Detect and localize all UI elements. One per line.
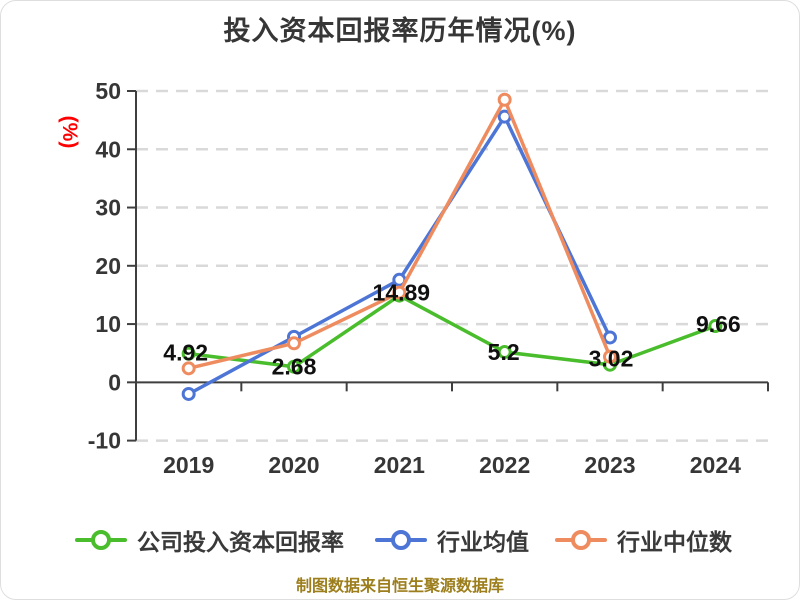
legend-marker-company-roic-icon — [75, 527, 127, 553]
legend-marker-industry-mean-icon — [375, 527, 427, 553]
series-point-company-roic-2019 — [181, 346, 196, 361]
legend-marker-industry-median-icon — [555, 527, 607, 553]
series-point-industry-median-2019 — [181, 361, 196, 376]
legend-item-industry-median[interactable]: 行业中位数 — [555, 525, 732, 555]
data-label-company-roic-2020: 2.68 — [272, 354, 317, 380]
chart-title: 投入资本回报率历年情况(%) — [223, 16, 577, 46]
series-line-industry-median — [186, 97, 612, 371]
x-tick-label-2024: 2024 — [690, 452, 741, 478]
y-tick-label-10: 10 — [95, 311, 121, 337]
y-tick-label--10: -10 — [88, 428, 121, 454]
data-label-company-roic-2021: 14.89 — [373, 280, 431, 306]
legend-label-industry-mean: 行业均值 — [437, 529, 529, 555]
data-label-company-roic-2024: 9.66 — [696, 311, 741, 337]
legend-label-industry-median: 行业中位数 — [617, 529, 732, 555]
x-tick-label-2019: 2019 — [163, 452, 214, 478]
series-point-industry-mean-2023 — [603, 330, 617, 345]
y-tick-label-0: 0 — [108, 369, 121, 395]
y-tick-label-40: 40 — [95, 136, 121, 162]
legend-item-company-roic[interactable]: 公司投入资本回报率 — [75, 525, 344, 555]
series-point-industry-median-2022 — [497, 92, 512, 107]
series-point-industry-median-2023 — [603, 349, 617, 364]
chart-legend: 公司投入资本回报率 行业均值 行业中位数 — [1, 525, 799, 559]
series-point-industry-median-2020 — [287, 336, 301, 351]
series-line-company-roic — [186, 293, 718, 369]
series-point-company-roic-2022 — [497, 345, 512, 360]
y-tick-label-30: 30 — [95, 195, 121, 221]
legend-label-company-roic: 公司投入资本回报率 — [137, 529, 344, 555]
series-point-industry-median-2021 — [392, 285, 407, 300]
data-label-company-roic-2023: 3.02 — [589, 346, 634, 372]
y-tick-label-50: 50 — [95, 78, 121, 104]
x-tick-label-2023: 2023 — [584, 452, 635, 478]
x-tick-label-2021: 2021 — [374, 452, 425, 478]
x-tick-label-2020: 2020 — [268, 452, 319, 478]
data-source-note: 制图数据来自恒生聚源数据库 — [295, 578, 504, 595]
series-point-company-roic-2020 — [287, 359, 301, 374]
data-label-company-roic-2019: 4.92 — [163, 340, 208, 366]
series-point-industry-mean-2019 — [181, 386, 196, 401]
data-label-company-roic-2022: 5.2 — [488, 339, 520, 365]
y-tick-label-20: 20 — [95, 253, 121, 279]
series-point-company-roic-2024 — [708, 319, 723, 334]
x-tick-label-2022: 2022 — [479, 452, 530, 478]
legend-item-industry-mean[interactable]: 行业均值 — [375, 525, 529, 555]
